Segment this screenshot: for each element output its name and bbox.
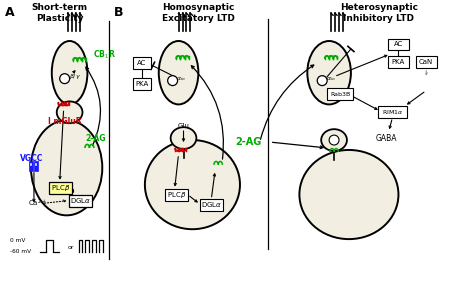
Ellipse shape — [307, 41, 351, 104]
Text: PLC$\beta$: PLC$\beta$ — [51, 183, 70, 193]
Ellipse shape — [57, 101, 82, 123]
Text: $\beta/\gamma$: $\beta/\gamma$ — [69, 72, 81, 81]
Circle shape — [329, 135, 339, 145]
Text: B: B — [114, 6, 124, 19]
Text: 2-AG: 2-AG — [235, 137, 261, 147]
Bar — [29, 161, 34, 171]
Ellipse shape — [159, 41, 199, 104]
Text: PLC$\beta$: PLC$\beta$ — [167, 190, 186, 200]
Bar — [35, 161, 38, 171]
Text: -60 mV: -60 mV — [10, 250, 31, 255]
Text: $\alpha_{io}$: $\alpha_{io}$ — [176, 75, 185, 83]
Text: VGCC: VGCC — [20, 154, 44, 163]
FancyBboxPatch shape — [69, 195, 92, 207]
Text: A: A — [5, 6, 15, 19]
FancyBboxPatch shape — [49, 182, 72, 194]
Bar — [30, 163, 32, 166]
Text: I mGluR: I mGluR — [48, 117, 82, 126]
Text: Glu: Glu — [178, 123, 190, 129]
FancyBboxPatch shape — [388, 56, 409, 68]
Text: GABA: GABA — [376, 134, 397, 143]
Text: or: or — [68, 245, 74, 250]
Ellipse shape — [300, 150, 399, 239]
Text: DGL$\alpha$: DGL$\alpha$ — [201, 200, 222, 209]
Text: CB$_1$R: CB$_1$R — [93, 49, 116, 61]
FancyBboxPatch shape — [327, 88, 354, 100]
Circle shape — [168, 76, 178, 86]
FancyBboxPatch shape — [133, 78, 151, 90]
Text: 0 mV: 0 mV — [10, 238, 26, 243]
Text: PKA: PKA — [135, 81, 148, 87]
Text: DGL$\alpha$: DGL$\alpha$ — [70, 197, 91, 205]
Text: Heterosynaptic
Inhibitory LTD: Heterosynaptic Inhibitory LTD — [340, 4, 418, 23]
Text: PKA: PKA — [392, 59, 405, 65]
Circle shape — [317, 76, 327, 86]
Text: AC: AC — [394, 42, 403, 47]
Text: CaN: CaN — [419, 59, 433, 65]
Ellipse shape — [171, 127, 196, 149]
Bar — [36, 163, 37, 166]
Circle shape — [60, 74, 70, 84]
Text: Homosynaptic
Excitatory LTD: Homosynaptic Excitatory LTD — [162, 4, 235, 23]
Text: 2-AG: 2-AG — [85, 134, 106, 143]
Text: Rab3B: Rab3B — [330, 91, 350, 96]
FancyBboxPatch shape — [378, 106, 407, 118]
Ellipse shape — [321, 129, 347, 151]
Ellipse shape — [145, 140, 240, 229]
FancyBboxPatch shape — [416, 56, 437, 68]
Text: Short-term
Plasticity: Short-term Plasticity — [32, 4, 88, 23]
Text: $\alpha_{io}$: $\alpha_{io}$ — [326, 75, 336, 83]
Ellipse shape — [31, 120, 102, 215]
FancyBboxPatch shape — [133, 57, 151, 69]
FancyBboxPatch shape — [388, 39, 409, 50]
FancyBboxPatch shape — [165, 189, 188, 201]
Text: Ca$^{2+}$: Ca$^{2+}$ — [28, 198, 47, 209]
FancyBboxPatch shape — [200, 199, 223, 211]
Text: AC: AC — [137, 60, 146, 66]
Text: RIM1$\alpha$: RIM1$\alpha$ — [382, 108, 403, 116]
Ellipse shape — [52, 41, 87, 104]
